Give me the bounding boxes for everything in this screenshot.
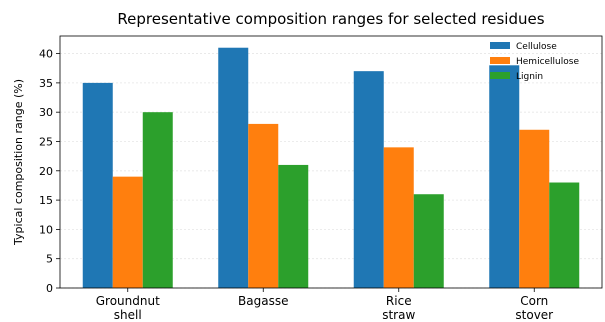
- y-tick-label: 15: [39, 194, 53, 207]
- plot-frame: [59, 35, 603, 289]
- y-tick-label: 30: [39, 106, 53, 119]
- bar-hemicellulose-3: [383, 147, 414, 288]
- bar-lignin-4: [549, 182, 580, 288]
- bar-cellulose-2: [218, 47, 249, 288]
- bar-cellulose-1: [82, 82, 113, 288]
- bar-cellulose-3: [353, 71, 384, 289]
- chart-title: Representative composition ranges for se…: [117, 10, 544, 28]
- x-tick-label: Bagasse: [238, 294, 288, 308]
- legend-swatch-lignin: [490, 72, 510, 79]
- bar-lignin-2: [278, 164, 309, 288]
- y-tick-label: 20: [39, 165, 53, 178]
- legend: Cellulose Hemicellulose Lignin: [490, 42, 579, 82]
- legend-label-hemicellulose: Hemicellulose: [516, 57, 579, 67]
- y-tick-label: 10: [39, 223, 53, 236]
- bar-hemicellulose-2: [248, 123, 279, 288]
- legend-swatch-cellulose: [490, 42, 510, 49]
- bar-cellulose-4: [489, 65, 520, 288]
- bar-hemicellulose-4: [519, 129, 550, 288]
- x-tick-label: Groundnut shell: [96, 294, 160, 322]
- axes: [59, 35, 603, 289]
- y-ticks: 0 5 10 15 20 25 30 35 40: [39, 48, 60, 295]
- y-tick-label: 25: [39, 135, 53, 148]
- bar-lignin-3: [413, 194, 444, 288]
- y-tick-label: 40: [39, 48, 53, 61]
- y-axis-label: Typical composition range (%): [12, 79, 25, 246]
- x-tick-label: Corn stover: [515, 294, 553, 322]
- bar-lignin-1: [142, 112, 173, 289]
- y-tick-label: 35: [39, 77, 53, 90]
- x-tick-label: Rice straw: [382, 294, 415, 322]
- y-tick-label: 0: [46, 282, 53, 295]
- bar-hemicellulose-1: [112, 176, 143, 288]
- legend-label-lignin: Lignin: [516, 72, 543, 82]
- legend-swatch-hemicellulose: [490, 57, 510, 64]
- bars: [82, 47, 580, 289]
- legend-label-cellulose: Cellulose: [516, 42, 557, 52]
- x-ticks: Groundnut shell Bagasse Rice straw Corn stover: [96, 288, 553, 322]
- y-tick-label: 5: [46, 253, 53, 266]
